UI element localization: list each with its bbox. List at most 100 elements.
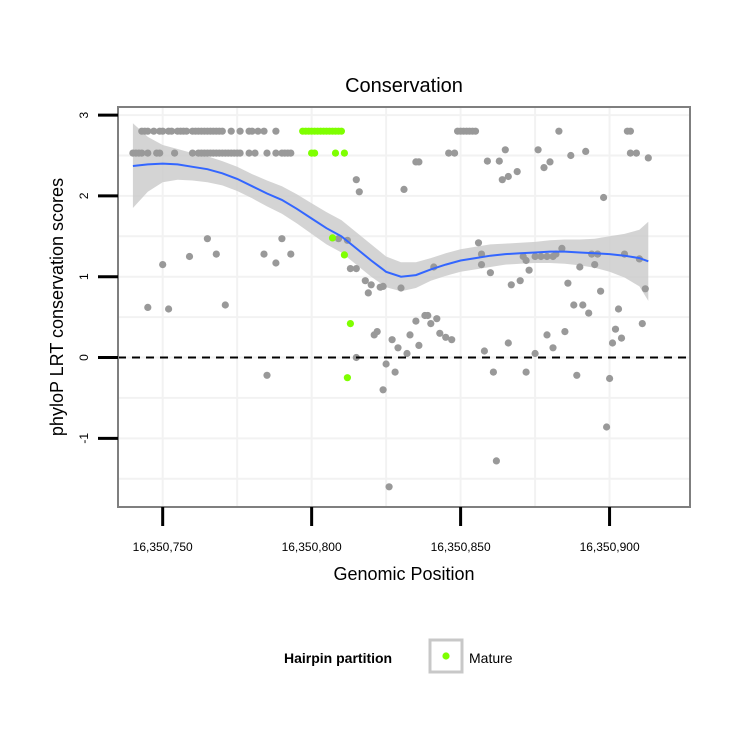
data-point-other: [504, 172, 512, 181]
data-point-other: [451, 149, 459, 157]
data-point-other: [567, 151, 575, 160]
data-point-other: [260, 250, 268, 258]
data-point-other: [185, 252, 194, 261]
data-point-other: [227, 127, 235, 135]
data-point-other: [373, 328, 381, 336]
data-point-mature: [331, 149, 340, 157]
plot-panel-border: [117, 106, 691, 508]
data-point-other: [534, 146, 542, 154]
x-tick-label: 16,350,850: [431, 540, 491, 554]
data-point-other: [272, 149, 280, 157]
data-point-other: [254, 127, 262, 135]
data-point-other: [626, 149, 635, 157]
data-point-other: [245, 149, 253, 157]
data-point-other: [415, 341, 423, 349]
data-point-other: [415, 158, 423, 166]
data-point-other: [427, 320, 435, 328]
data-point-other: [171, 149, 179, 157]
data-point-other: [391, 368, 399, 376]
data-point-mature: [346, 320, 354, 328]
data-point-other: [442, 333, 450, 341]
y-axis-title: phyloP LRT conservation scores: [47, 178, 67, 436]
data-point-other: [507, 281, 515, 289]
data-point-other: [543, 331, 551, 339]
data-point-other: [352, 265, 360, 273]
data-point-other: [531, 349, 539, 358]
legend-title: Hairpin partition: [284, 650, 392, 666]
x-tick-label: 16,350,900: [580, 540, 640, 554]
data-point-mature: [337, 127, 345, 135]
confidence-band: [132, 123, 649, 301]
data-point-other: [582, 147, 590, 155]
data-point-other: [346, 265, 354, 273]
data-point-other: [591, 261, 599, 269]
chart-title: Conservation: [345, 75, 463, 97]
data-point-other: [522, 368, 530, 376]
data-point-other: [433, 315, 441, 323]
data-point-other: [406, 331, 414, 339]
data-point-other: [486, 269, 494, 277]
data-point-other: [525, 266, 533, 274]
data-point-other: [608, 339, 617, 347]
legend-key-mature: [442, 652, 450, 660]
data-point-other: [546, 158, 554, 166]
data-point-other: [182, 127, 191, 135]
data-point-other: [385, 483, 393, 491]
data-point-other: [522, 256, 530, 265]
data-point-other: [483, 157, 491, 165]
y-tick-label: 2: [77, 192, 91, 199]
data-point-other: [570, 301, 578, 309]
data-point-mature: [311, 149, 319, 157]
data-point-other: [600, 193, 608, 202]
data-point-other: [606, 374, 614, 383]
data-point-other: [287, 149, 295, 157]
data-point-mature: [340, 149, 348, 157]
data-point-other: [561, 328, 569, 336]
x-axis: 16,350,750 16,350,800 16,350,850 16,350,900: [133, 507, 640, 554]
data-point-other: [159, 127, 167, 135]
data-point-other: [218, 127, 226, 135]
data-point-other: [272, 127, 280, 135]
data-point-other: [489, 368, 497, 376]
data-point-other: [159, 261, 167, 269]
data-point-other: [382, 360, 390, 368]
x-tick-label: 16,350,750: [133, 540, 193, 554]
data-point-other: [495, 157, 503, 165]
x-tick-label: 16,350,800: [282, 540, 342, 554]
data-point-other: [361, 277, 369, 285]
data-point-other: [203, 235, 211, 243]
data-point-other: [611, 325, 620, 333]
legend-label-mature: Mature: [469, 650, 513, 666]
data-point-other: [263, 149, 271, 157]
data-point-other: [144, 127, 152, 135]
data-point-other: [537, 252, 545, 261]
data-point-other: [585, 309, 593, 317]
data-point-other: [564, 279, 572, 287]
data-point-other: [236, 127, 244, 135]
data-point-other: [448, 336, 456, 344]
data-points: [129, 127, 652, 491]
data-point-other: [188, 149, 197, 157]
data-point-other: [516, 277, 524, 285]
smooth-line-group: [132, 162, 649, 278]
confidence-band-area: [132, 123, 649, 301]
y-tick-label: -1: [77, 433, 91, 444]
data-point-other: [641, 285, 649, 293]
data-point-other: [287, 250, 295, 258]
data-point-other: [614, 305, 623, 313]
data-point-other: [576, 263, 584, 271]
data-point-other: [251, 149, 259, 157]
data-point-other: [638, 320, 646, 328]
data-point-other: [221, 301, 229, 309]
data-point-other: [272, 259, 280, 267]
data-point-mature: [328, 234, 337, 242]
data-point-other: [364, 289, 372, 297]
data-point-other: [355, 188, 363, 196]
data-point-other: [397, 284, 405, 292]
data-point-other: [379, 386, 387, 394]
data-point-other: [480, 347, 488, 355]
legend: Hairpin partition Mature: [284, 638, 513, 674]
data-point-other: [212, 250, 220, 258]
data-point-other: [501, 146, 509, 154]
data-point-other: [477, 261, 486, 269]
